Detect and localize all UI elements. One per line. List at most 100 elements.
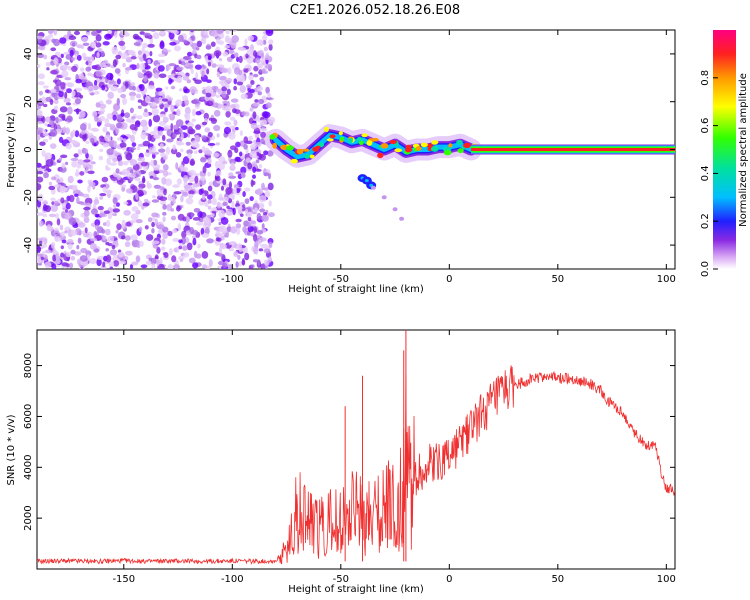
noise-speckle [117, 87, 124, 94]
noise-speckle [162, 48, 168, 52]
noise-speckle [167, 65, 171, 70]
noise-speckle [144, 108, 148, 113]
noise-speckle [51, 201, 55, 206]
noise-speckle [152, 145, 156, 153]
noise-speckle [233, 119, 238, 126]
noise-speckle [231, 35, 239, 43]
noise-speckle [95, 224, 100, 231]
noise-speckle [268, 43, 273, 51]
noise-speckle [233, 184, 240, 189]
noise-speckle [208, 117, 213, 121]
noise-speckle [98, 155, 104, 161]
noise-speckle [150, 159, 154, 167]
noise-speckle [182, 245, 188, 251]
noise-speckle [52, 254, 57, 262]
noise-speckle [80, 67, 85, 72]
noise-speckle [232, 188, 237, 195]
noise-speckle [45, 116, 51, 123]
noise-speckle [140, 62, 146, 71]
noise-speckle [254, 207, 258, 213]
noise-speckle [55, 252, 60, 261]
noise-speckle [37, 120, 43, 125]
noise-speckle [157, 126, 164, 132]
noise-speckle [218, 247, 223, 255]
noise-speckle [178, 255, 185, 261]
secondary-echo-core [364, 179, 369, 183]
noise-speckle [79, 94, 84, 99]
noise-speckle [99, 62, 106, 68]
noise-speckle [43, 103, 48, 108]
noise-speckle [258, 248, 264, 252]
noise-speckle [135, 219, 143, 224]
noise-speckle [188, 257, 196, 264]
noise-speckle [54, 236, 61, 242]
noise-speckle [187, 51, 193, 57]
noise-speckle [121, 186, 126, 192]
noise-speckle [79, 255, 88, 262]
noise-speckle [241, 111, 246, 116]
noise-speckle [52, 248, 57, 256]
noise-speckle [188, 190, 195, 195]
noise-speckle [132, 85, 136, 91]
noise-speckle [192, 49, 197, 54]
noise-speckle [211, 197, 217, 206]
noise-speckle [145, 260, 152, 266]
noise-speckle [160, 246, 166, 251]
noise-speckle [85, 31, 91, 37]
noise-speckle [212, 152, 220, 158]
noise-speckle [44, 152, 52, 161]
noise-speckle [169, 41, 177, 46]
noise-speckle [135, 121, 141, 126]
noise-speckle [255, 57, 261, 64]
noise-speckle [190, 68, 194, 75]
colorbar-tick-label: 0.4 [700, 165, 711, 181]
noise-speckle [99, 103, 107, 110]
noise-speckle [102, 235, 107, 241]
snr-ylabel: SNR (10 * v/v) [6, 414, 17, 485]
snr-axes: -150 -100 -50 0 50 100 2000 4000 6000 8000 [23, 330, 676, 585]
noise-speckle [216, 64, 225, 68]
noise-speckle [175, 99, 183, 106]
echo-blob [304, 154, 311, 159]
noise-speckle [89, 181, 96, 188]
noise-speckle [133, 42, 141, 46]
noise-speckle [162, 170, 169, 177]
noise-speckle [58, 113, 66, 119]
noise-speckle [267, 116, 276, 124]
noise-speckle [265, 86, 270, 94]
noise-speckle [55, 116, 59, 124]
noise-speckle [93, 143, 97, 147]
noise-speckle [144, 95, 151, 104]
spectrogram-ytick-label: -40 [23, 237, 34, 253]
noise-speckle [83, 148, 89, 155]
noise-speckle [80, 123, 87, 131]
noise-speckle [233, 52, 239, 58]
echo-blob [457, 148, 464, 154]
noise-speckle [67, 239, 74, 244]
noise-speckle [168, 63, 176, 67]
noise-speckle [183, 88, 190, 94]
noise-speckle [102, 126, 108, 133]
noise-speckle [207, 157, 212, 165]
noise-speckle [76, 196, 80, 204]
noise-speckle [153, 159, 158, 166]
noise-speckle [207, 171, 211, 177]
noise-speckle [63, 97, 71, 104]
noise-speckle [253, 234, 258, 242]
noise-speckle [163, 103, 170, 109]
noise-speckle [218, 40, 225, 45]
noise-speckle [202, 34, 210, 39]
noise-speckle [118, 260, 126, 265]
noise-speckle [77, 148, 82, 155]
noise-speckle [151, 240, 160, 245]
noise-speckle [65, 161, 69, 166]
noise-speckle [203, 112, 209, 120]
noise-speckle [172, 144, 176, 151]
noise-speckle [151, 263, 156, 269]
noise-speckle [253, 246, 257, 255]
noise-speckle [170, 147, 178, 155]
noise-speckle [245, 148, 249, 155]
noise-speckle [78, 110, 86, 118]
noise-speckle [50, 204, 58, 212]
noise-speckle [180, 61, 186, 66]
